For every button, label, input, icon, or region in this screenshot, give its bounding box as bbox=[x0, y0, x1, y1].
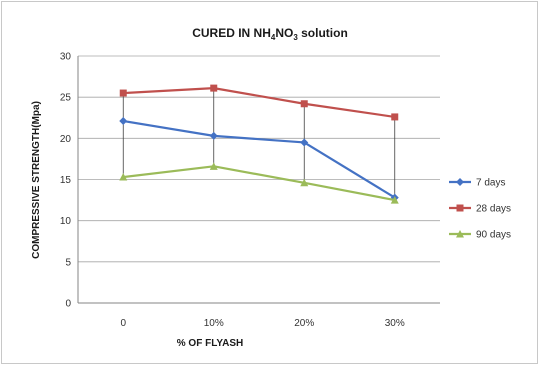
y-axis-title: COMPRESSIVE STRENGTH(Mpa) bbox=[31, 101, 42, 259]
legend-item: 28 days bbox=[449, 204, 511, 215]
y-tick-label: 30 bbox=[60, 52, 72, 63]
series-line bbox=[123, 119, 396, 199]
x-axis-title: % OF FLYASH bbox=[177, 338, 244, 349]
y-tick-label: 5 bbox=[65, 257, 71, 268]
x-axis-ticks: 0 10% 20% 30% bbox=[120, 318, 404, 329]
data-point bbox=[391, 113, 399, 121]
x-tick-label: 20% bbox=[294, 318, 314, 329]
data-point bbox=[209, 131, 218, 140]
legend-item: 90 days bbox=[449, 230, 511, 241]
legend-marker bbox=[456, 178, 464, 186]
gridlines bbox=[78, 55, 440, 263]
y-axis-ticks: 0 5 10 15 20 25 30 bbox=[60, 52, 72, 310]
series-2 bbox=[119, 162, 399, 204]
legend: 7 days 28 days 90 days bbox=[449, 178, 511, 241]
legend-label: 28 days bbox=[476, 204, 511, 215]
data-point bbox=[119, 89, 127, 97]
data-point bbox=[119, 173, 128, 181]
y-tick-label: 0 bbox=[65, 299, 71, 310]
chart-title: CURED IN NH4NO3 solution bbox=[192, 26, 348, 42]
legend-item: 7 days bbox=[449, 178, 505, 189]
series-1 bbox=[119, 84, 399, 121]
data-point bbox=[390, 196, 399, 204]
y-tick-label: 25 bbox=[60, 93, 72, 104]
legend-label: 7 days bbox=[476, 178, 505, 189]
series-0 bbox=[119, 117, 399, 202]
data-point bbox=[300, 178, 309, 187]
legend-marker bbox=[456, 230, 464, 238]
legend-marker bbox=[456, 204, 464, 212]
data-point bbox=[119, 117, 128, 126]
axes bbox=[77, 56, 440, 304]
x-tick-label: 0 bbox=[120, 318, 126, 329]
data-point bbox=[300, 138, 309, 147]
data-point bbox=[210, 84, 218, 92]
y-tick-label: 20 bbox=[60, 134, 72, 145]
data-point bbox=[209, 162, 218, 170]
series-line bbox=[123, 87, 395, 119]
data-series bbox=[119, 84, 399, 204]
x-tick-label: 30% bbox=[385, 318, 405, 329]
drop-lines bbox=[122, 88, 396, 201]
x-tick-label: 10% bbox=[204, 318, 224, 329]
data-point bbox=[300, 100, 308, 108]
series-line bbox=[123, 165, 395, 202]
y-tick-label: 15 bbox=[60, 175, 72, 186]
legend-label: 90 days bbox=[476, 230, 511, 241]
y-tick-label: 10 bbox=[60, 216, 72, 227]
